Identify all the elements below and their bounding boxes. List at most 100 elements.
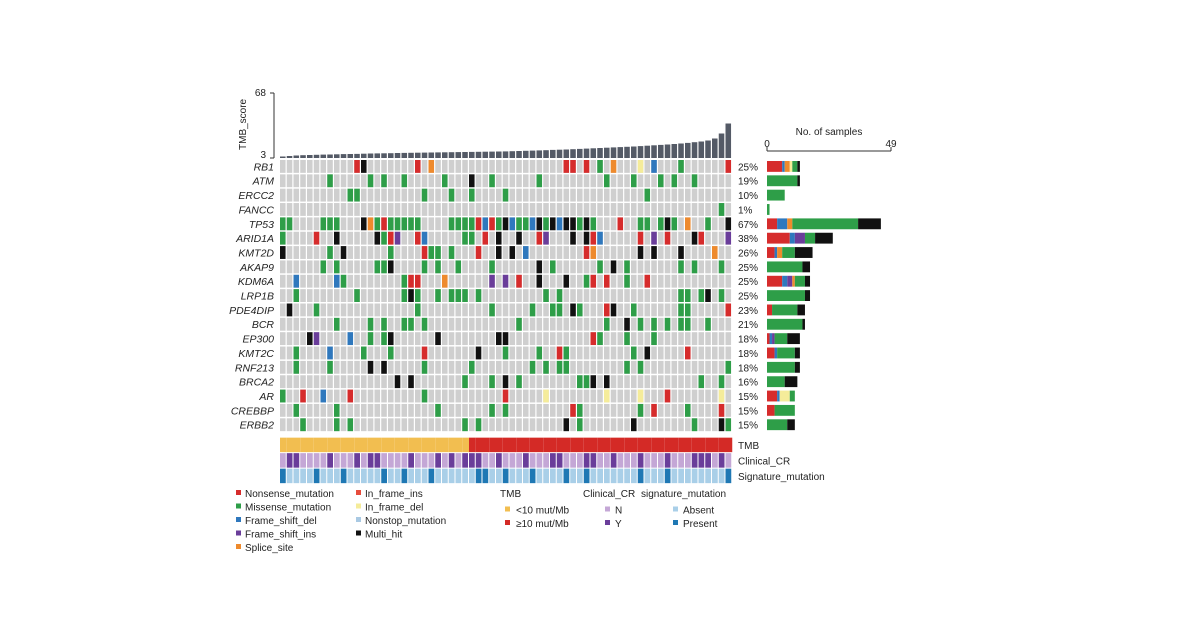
tmb-track-cell <box>691 437 699 453</box>
matrix-cell-empty <box>570 375 576 389</box>
matrix-cell-empty <box>604 217 610 231</box>
matrix-cell-empty <box>415 174 421 188</box>
clinical-cr-cell <box>354 453 360 468</box>
matrix-cell-empty <box>631 260 637 274</box>
matrix-cell-empty <box>637 274 644 288</box>
matrix-cell-empty <box>388 303 394 317</box>
matrix-cell-empty <box>617 418 624 432</box>
matrix-cell-empty <box>320 246 327 259</box>
matrix-cell-empty <box>374 203 381 216</box>
matrix-cell-empty <box>556 274 563 288</box>
matrix-cell-empty <box>354 332 360 346</box>
matrix-cell-empty <box>577 260 583 274</box>
matrix-cell-empty <box>671 346 678 360</box>
signature-mutation-cell <box>705 468 711 484</box>
tmb-bar <box>367 153 374 158</box>
clinical-cr-cell <box>556 453 563 468</box>
count-bar-segment <box>767 218 778 230</box>
matrix-cell-empty <box>374 332 381 346</box>
matrix-cell-empty <box>529 203 536 216</box>
matrix-cell-empty <box>347 260 354 274</box>
matrix-cell-missense-mutation <box>685 403 691 417</box>
matrix-cell-nonsense-mutation <box>556 346 563 360</box>
matrix-cell-empty <box>442 188 448 202</box>
matrix-cell-empty <box>718 174 725 188</box>
matrix-cell-empty <box>394 317 401 331</box>
matrix-cell-empty <box>678 231 684 245</box>
matrix-cell-empty <box>718 231 725 245</box>
matrix-cell-splice-site <box>428 160 435 173</box>
matrix-cell-empty <box>496 403 502 417</box>
matrix-cell-empty <box>462 303 468 317</box>
matrix-cell-multi-hit <box>374 231 381 245</box>
tmb-track-cell <box>570 437 577 453</box>
matrix-cell-empty <box>604 403 610 417</box>
matrix-cell-frame-shift-ins <box>725 231 732 245</box>
matrix-cell-empty <box>469 389 475 403</box>
count-bar-segment <box>774 404 795 416</box>
matrix-cell-empty <box>313 389 320 403</box>
matrix-cell-empty <box>691 375 698 389</box>
matrix-cell-empty <box>381 203 387 216</box>
clinical-cr-cell <box>442 453 448 468</box>
gene-percentage: 19% <box>738 177 758 188</box>
matrix-cell-empty <box>394 303 401 317</box>
matrix-cell-multi-hit <box>388 260 394 274</box>
matrix-cell-nonsense-mutation <box>725 160 732 173</box>
tmb-track-cell <box>334 437 341 453</box>
matrix-cell-empty <box>590 360 597 374</box>
matrix-cell-empty <box>502 289 509 302</box>
signature-mutation-cell <box>718 468 725 484</box>
matrix-cell-empty <box>408 260 414 274</box>
tmb-bar <box>610 147 617 158</box>
matrix-cell-empty <box>644 360 651 374</box>
matrix-cell-missense-mutation <box>725 360 732 374</box>
matrix-cell-empty <box>678 389 684 403</box>
signature-mutation-cell <box>664 468 671 484</box>
matrix-cell-empty <box>401 260 408 274</box>
count-bar-segment <box>784 161 790 172</box>
matrix-cell-empty <box>577 188 583 202</box>
matrix-cell-missense-mutation <box>448 246 455 259</box>
gene-label: CREBBP <box>231 405 274 417</box>
count-bar-segment <box>787 218 793 230</box>
tmb-track-cell <box>664 437 672 453</box>
matrix-cell-empty <box>361 303 367 317</box>
matrix-cell-empty <box>597 360 603 374</box>
matrix-cell-empty <box>523 346 529 360</box>
clinical-cr-cell <box>286 453 293 468</box>
matrix-cell-empty <box>394 160 401 173</box>
matrix-cell-multi-hit <box>388 332 394 346</box>
matrix-cell-empty <box>408 160 414 173</box>
matrix-cell-empty <box>286 246 293 259</box>
matrix-cell-empty <box>570 418 576 432</box>
matrix-cell-empty <box>415 360 421 374</box>
matrix-cell-missense-mutation <box>455 289 462 302</box>
matrix-cell-empty <box>361 246 367 259</box>
matrix-cell-multi-hit <box>502 332 509 346</box>
matrix-cell-empty <box>712 346 718 360</box>
matrix-cell-empty <box>516 346 522 360</box>
tmb-track-cell <box>421 437 429 453</box>
count-bar-segment <box>792 218 859 230</box>
matrix-cell-empty <box>482 289 489 302</box>
matrix-cell-missense-mutation <box>705 217 711 231</box>
matrix-cell-missense-mutation <box>637 360 644 374</box>
matrix-cell-missense-mutation <box>401 274 408 288</box>
matrix-cell-empty <box>712 174 718 188</box>
matrix-cell-empty <box>698 360 705 374</box>
matrix-cell-missense-mutation <box>415 217 421 231</box>
clinical-cr-cell <box>462 453 468 468</box>
clinical-cr-cell <box>685 453 691 468</box>
matrix-cell-empty <box>496 346 502 360</box>
matrix-cell-empty <box>428 188 435 202</box>
matrix-cell-empty <box>462 246 468 259</box>
matrix-cell-empty <box>529 246 536 259</box>
matrix-cell-empty <box>280 260 286 274</box>
matrix-cell-empty <box>462 389 468 403</box>
matrix-cell-empty <box>475 188 482 202</box>
matrix-cell-empty <box>482 360 489 374</box>
matrix-cell-empty <box>428 303 435 317</box>
gene-label: PDE4DIP <box>229 305 274 317</box>
